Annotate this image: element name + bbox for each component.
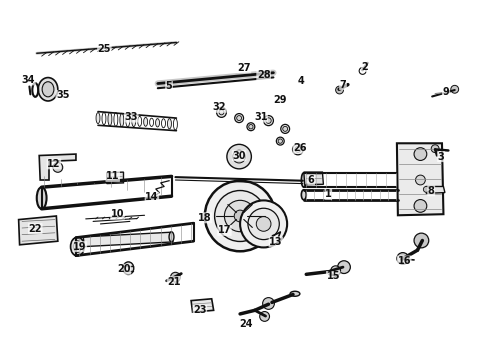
Text: 21: 21 [167,276,181,287]
Text: 26: 26 [293,143,307,153]
Text: 35: 35 [56,90,70,100]
Ellipse shape [276,137,284,145]
Ellipse shape [247,123,255,131]
Polygon shape [83,232,173,247]
Circle shape [240,201,287,247]
Text: 7: 7 [340,80,346,90]
Text: 11: 11 [106,171,120,181]
Circle shape [233,150,245,163]
Ellipse shape [293,144,303,155]
Text: 24: 24 [239,319,253,329]
Polygon shape [19,216,58,245]
Polygon shape [191,299,214,312]
Text: 13: 13 [269,237,283,247]
Ellipse shape [37,187,47,209]
Ellipse shape [169,232,174,242]
Text: 10: 10 [111,209,124,219]
Text: 17: 17 [218,225,231,235]
Ellipse shape [120,113,124,127]
Polygon shape [426,186,445,193]
Circle shape [338,261,350,274]
Ellipse shape [42,82,54,97]
Circle shape [53,162,63,172]
Text: 32: 32 [213,102,226,112]
Text: 4: 4 [298,76,305,86]
Circle shape [215,190,266,242]
Text: 28: 28 [257,70,270,80]
Text: 30: 30 [232,150,246,161]
Ellipse shape [123,262,134,274]
Polygon shape [107,172,123,184]
Text: 12: 12 [47,159,61,169]
Ellipse shape [281,124,290,133]
Text: 1: 1 [325,189,332,199]
Ellipse shape [264,116,273,126]
Circle shape [451,85,459,93]
Text: 22: 22 [28,224,42,234]
Ellipse shape [71,237,84,256]
Circle shape [263,298,274,309]
Text: 25: 25 [98,44,111,54]
Text: 18: 18 [198,213,212,223]
Ellipse shape [132,115,136,127]
Ellipse shape [266,118,271,123]
Ellipse shape [295,147,301,152]
Ellipse shape [217,107,226,117]
Text: 6: 6 [308,175,315,185]
Circle shape [431,145,439,153]
Ellipse shape [96,113,100,123]
Ellipse shape [219,110,224,115]
Polygon shape [397,143,443,215]
Circle shape [205,181,275,251]
Circle shape [423,186,429,192]
Ellipse shape [38,77,58,101]
Ellipse shape [301,190,306,200]
Ellipse shape [301,173,306,187]
Ellipse shape [168,119,172,129]
Circle shape [171,272,180,282]
Circle shape [248,208,279,240]
Text: 19: 19 [73,242,87,252]
Text: 3: 3 [438,152,444,162]
Circle shape [414,233,429,248]
Ellipse shape [283,126,288,131]
Circle shape [260,311,270,321]
Ellipse shape [278,139,282,143]
Ellipse shape [144,117,147,126]
Text: 33: 33 [124,112,138,122]
Circle shape [336,86,343,94]
Circle shape [224,200,256,232]
Polygon shape [304,172,323,185]
Ellipse shape [235,113,244,122]
Text: 31: 31 [254,112,268,122]
Ellipse shape [237,116,242,121]
Circle shape [331,266,341,276]
Text: 14: 14 [145,192,159,202]
Circle shape [234,210,246,222]
Text: 34: 34 [22,75,35,85]
Text: 27: 27 [237,63,251,73]
Text: 20: 20 [117,264,131,274]
Text: 8: 8 [428,186,435,196]
Ellipse shape [249,125,253,129]
Text: 16: 16 [397,256,411,266]
Circle shape [414,148,427,161]
Ellipse shape [156,119,160,127]
Text: 15: 15 [326,271,340,282]
Ellipse shape [74,241,81,252]
Polygon shape [39,154,76,180]
Text: 9: 9 [442,87,449,97]
Circle shape [397,253,409,264]
Ellipse shape [108,112,112,126]
Text: 23: 23 [193,305,207,315]
Ellipse shape [73,238,79,256]
Circle shape [227,144,251,169]
Circle shape [414,199,427,212]
Circle shape [416,175,425,185]
Circle shape [256,217,271,231]
Ellipse shape [290,291,300,296]
Text: 5: 5 [166,81,172,91]
Text: 29: 29 [273,95,287,105]
Text: 2: 2 [362,62,368,72]
